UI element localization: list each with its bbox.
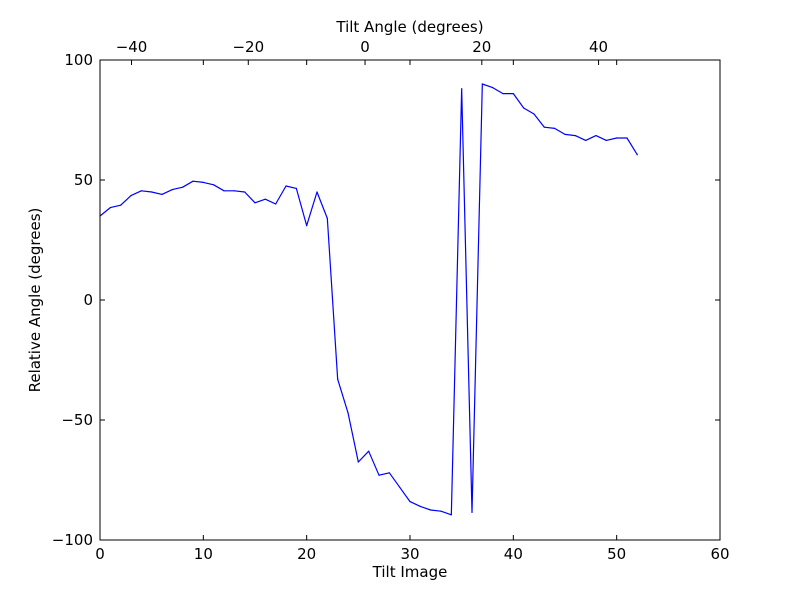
data-point bbox=[564, 133, 566, 135]
data-point bbox=[388, 472, 390, 474]
data-point bbox=[461, 88, 463, 90]
tick-layer: 0 10 20 30 40 50 60 −100 −50 0 50 100 −40 −20 0 20 40 bbox=[52, 38, 730, 563]
x-tick-label: 20 bbox=[297, 545, 316, 563]
x-tick-label: 40 bbox=[504, 545, 523, 563]
data-point bbox=[140, 190, 142, 192]
data-point bbox=[326, 217, 328, 219]
x-tick-label: 60 bbox=[710, 545, 729, 563]
data-point bbox=[450, 514, 452, 516]
y-tick-label: −100 bbox=[52, 531, 93, 549]
data-point bbox=[171, 189, 173, 191]
data-point bbox=[316, 191, 318, 193]
data-point bbox=[223, 190, 225, 192]
data-layer bbox=[99, 83, 638, 516]
data-point bbox=[492, 87, 494, 89]
data-point bbox=[233, 190, 235, 192]
data-point bbox=[295, 187, 297, 189]
data-point bbox=[120, 204, 122, 206]
y-tick-label: 0 bbox=[83, 291, 93, 309]
top-x-tick-label: 40 bbox=[589, 38, 608, 56]
data-point bbox=[264, 198, 266, 200]
data-point bbox=[605, 139, 607, 141]
data-point bbox=[306, 225, 308, 227]
data-point bbox=[481, 83, 483, 85]
data-point bbox=[616, 137, 618, 139]
data-point bbox=[543, 126, 545, 128]
data-point bbox=[430, 509, 432, 511]
data-point bbox=[626, 137, 628, 139]
plot-frame bbox=[99, 59, 721, 541]
x-axis-label: Tilt Image bbox=[372, 563, 448, 581]
top-x-axis-label: Tilt Angle (degrees) bbox=[335, 18, 483, 36]
top-x-tick-label: −20 bbox=[232, 38, 264, 56]
top-x-tick-label: 0 bbox=[360, 38, 370, 56]
data-point bbox=[409, 501, 411, 503]
data-point bbox=[502, 93, 504, 95]
data-point bbox=[161, 193, 163, 195]
data-point bbox=[399, 486, 401, 488]
data-point bbox=[574, 135, 576, 137]
data-point bbox=[254, 202, 256, 204]
y-tick-label: 100 bbox=[64, 51, 93, 69]
y-tick-label: −50 bbox=[61, 411, 93, 429]
data-point bbox=[130, 195, 132, 197]
data-point bbox=[275, 203, 277, 205]
data-point bbox=[440, 510, 442, 512]
data-point bbox=[151, 191, 153, 193]
data-point bbox=[357, 461, 359, 463]
data-point bbox=[595, 135, 597, 137]
x-tick-label: 30 bbox=[400, 545, 419, 563]
data-point bbox=[244, 191, 246, 193]
data-point bbox=[585, 139, 587, 141]
data-point bbox=[337, 378, 339, 380]
data-point bbox=[109, 207, 111, 209]
data-point bbox=[347, 412, 349, 414]
y-axis-label: Relative Angle (degrees) bbox=[26, 208, 44, 393]
data-point bbox=[636, 154, 638, 156]
data-point bbox=[523, 107, 525, 109]
data-point bbox=[512, 93, 514, 95]
data-point bbox=[378, 474, 380, 476]
y-tick-label: 50 bbox=[74, 171, 93, 189]
data-point bbox=[192, 180, 194, 182]
data-point bbox=[285, 185, 287, 187]
x-tick-label: 10 bbox=[194, 545, 213, 563]
x-tick-label: 0 bbox=[95, 545, 105, 563]
data-point bbox=[368, 450, 370, 452]
top-x-tick-label: 20 bbox=[472, 38, 491, 56]
data-point bbox=[202, 181, 204, 183]
data-point bbox=[213, 184, 215, 186]
data-point bbox=[554, 127, 556, 129]
data-point bbox=[533, 113, 535, 115]
data-point bbox=[419, 505, 421, 507]
top-x-tick-label: −40 bbox=[116, 38, 148, 56]
x-tick-label: 50 bbox=[607, 545, 626, 563]
data-point bbox=[182, 186, 184, 188]
data-point bbox=[471, 511, 473, 513]
